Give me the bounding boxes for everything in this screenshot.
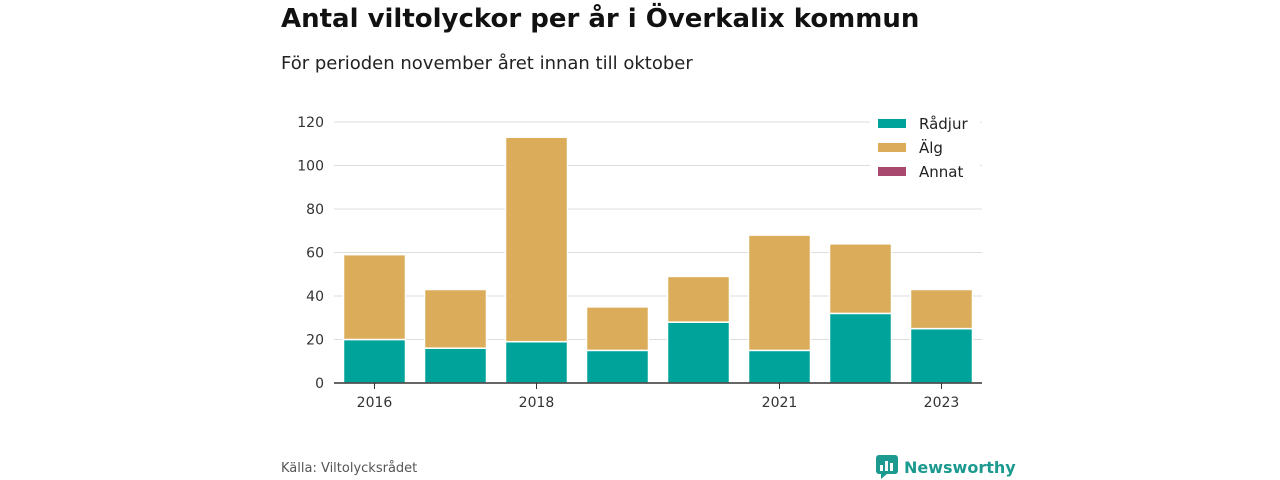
chart-title: Antal viltolyckor per år i Överkalix kom… bbox=[281, 4, 920, 34]
bar-segment bbox=[909, 288, 974, 330]
bar-segment bbox=[504, 136, 569, 343]
y-tick-label: 120 bbox=[297, 115, 324, 131]
y-tick-label: 20 bbox=[306, 333, 324, 349]
y-tick-label: 60 bbox=[306, 246, 324, 262]
x-tick-label: 2021 bbox=[762, 395, 798, 411]
bar-segment bbox=[828, 312, 893, 384]
newsworthy-logo-icon bbox=[876, 455, 898, 479]
y-tick-label: 0 bbox=[315, 376, 324, 392]
y-tick-label: 40 bbox=[306, 289, 324, 305]
chart-subtitle: För perioden november året innan till ok… bbox=[281, 53, 693, 74]
y-tick-label: 100 bbox=[297, 159, 324, 175]
bar-segment bbox=[747, 349, 812, 384]
x-tick-label: 2023 bbox=[924, 395, 960, 411]
legend-swatch bbox=[878, 167, 906, 176]
newsworthy-logo: Newsworthy bbox=[876, 455, 1016, 479]
bar-segment bbox=[423, 288, 488, 349]
bar-segment bbox=[342, 253, 407, 341]
bar-segment bbox=[585, 349, 650, 384]
bar-segment bbox=[423, 347, 488, 384]
newsworthy-logo-text: Newsworthy bbox=[904, 457, 1016, 477]
legend-label: Rådjur bbox=[919, 115, 968, 133]
bar-segment bbox=[585, 306, 650, 352]
legend-swatch bbox=[878, 143, 906, 152]
bar-segment bbox=[828, 243, 893, 315]
bar-segment bbox=[909, 327, 974, 384]
legend-label: Älg bbox=[919, 138, 943, 157]
bar-segment bbox=[747, 234, 812, 352]
x-tick-label: 2018 bbox=[519, 395, 555, 411]
legend-label: Annat bbox=[919, 163, 963, 181]
bar-segment bbox=[666, 321, 731, 384]
source-note: Källa: Viltolycksrådet bbox=[281, 461, 418, 476]
bar-segment bbox=[504, 340, 569, 384]
bar-segment bbox=[342, 338, 407, 384]
legend-swatch bbox=[878, 119, 906, 128]
x-tick-label: 2016 bbox=[357, 395, 393, 411]
y-tick-label: 80 bbox=[306, 202, 324, 218]
bar-segment bbox=[666, 275, 731, 323]
